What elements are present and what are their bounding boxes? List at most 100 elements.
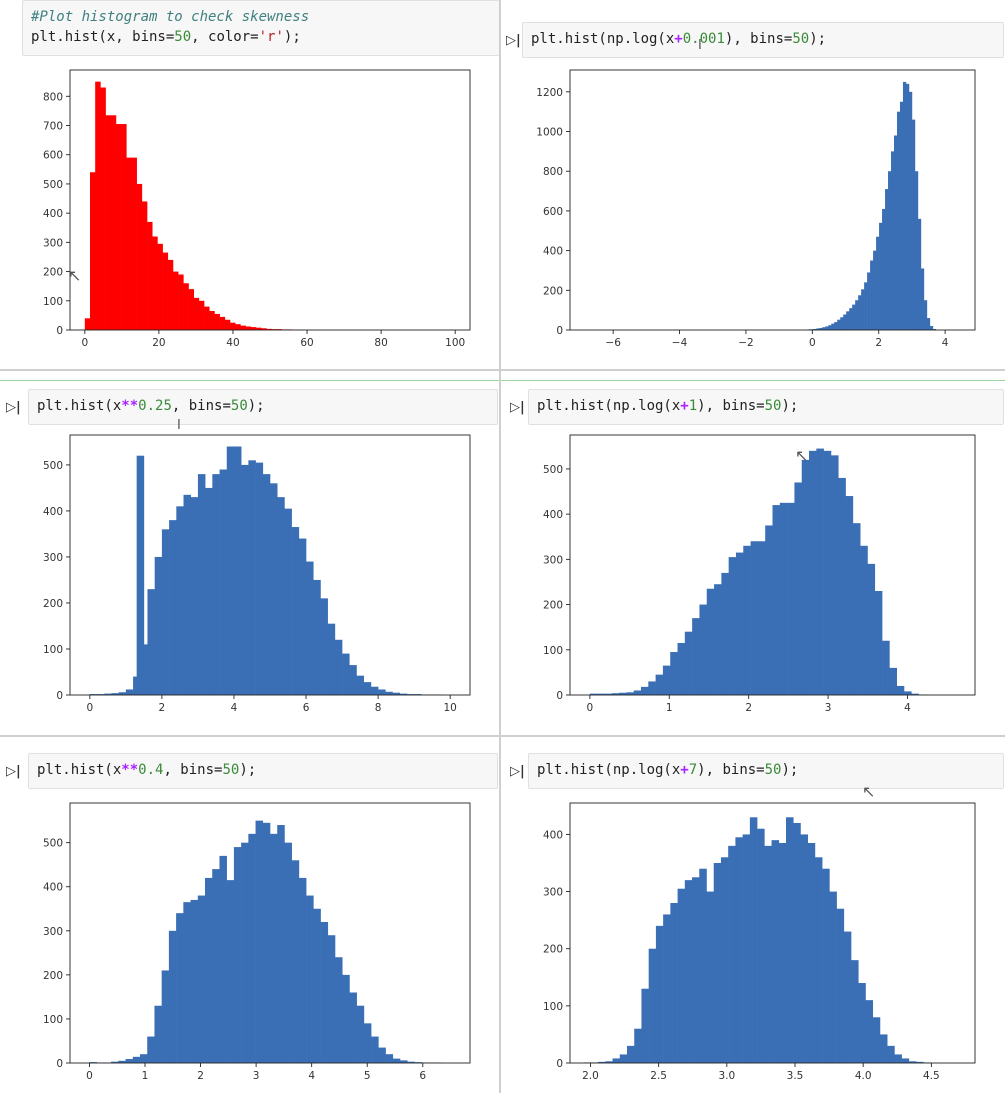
code-token: plt.hist(np.log(x — [531, 31, 675, 47]
code-cell-input-5[interactable]: plt.hist(x**0.4, bins=50); — [28, 753, 498, 789]
run-cell-icon[interactable]: ▷| — [6, 400, 21, 415]
histogram-bar — [840, 317, 844, 330]
histogram-bar — [920, 268, 925, 330]
histogram-bar — [728, 557, 737, 695]
histogram-bar — [901, 1058, 910, 1063]
histogram-bar — [655, 674, 664, 695]
histogram-bar — [634, 1028, 642, 1063]
histogram-bar — [147, 589, 155, 695]
code-token: 50 — [764, 398, 782, 414]
code-token: 0.001 — [682, 31, 725, 47]
histogram-bar — [385, 1054, 394, 1063]
histogram-bar — [828, 325, 832, 330]
histogram-bar — [214, 313, 220, 330]
code-line: plt.hist(np.log(x+1), bins=50); — [537, 398, 798, 414]
histogram-bar — [851, 960, 859, 1063]
y-tick-label: 0 — [56, 325, 63, 337]
histogram-bar — [126, 157, 132, 330]
code-cell-input-6[interactable]: plt.hist(np.log(x+7), bins=50); — [528, 753, 1004, 789]
code-cell-input-2[interactable]: plt.hist(np.log(x+0.001), bins=50); — [522, 22, 1004, 58]
y-tick-label: 0 — [56, 1058, 63, 1070]
histogram-bar — [735, 552, 744, 695]
x-tick-label: −2 — [738, 337, 753, 349]
histogram-bar — [266, 328, 272, 330]
histogram-bar — [845, 496, 854, 695]
code-token: 50 — [764, 762, 782, 778]
y-tick-label: 0 — [556, 1058, 563, 1070]
histogram-bar — [778, 843, 787, 1063]
histogram-bar — [154, 556, 163, 695]
histogram-bar — [896, 111, 901, 331]
code-cell-input-1[interactable]: #Plot histogram to check skewness plt.hi… — [22, 0, 500, 56]
histogram-bar — [870, 260, 874, 330]
histogram-bar — [147, 1036, 155, 1063]
x-tick-label: 3 — [253, 1070, 260, 1082]
histogram-bar — [713, 863, 722, 1063]
histogram-bar — [750, 541, 759, 695]
histogram-bar — [89, 694, 98, 695]
histogram-bar — [399, 693, 408, 695]
code-cell-input-3[interactable]: plt.hist(x**0.25, bins=50); — [28, 389, 498, 425]
code-token: 7 — [688, 762, 698, 778]
y-tick-label: 200 — [43, 267, 63, 279]
histogram-bar — [226, 446, 235, 695]
run-cell-icon[interactable]: ▷| — [6, 764, 21, 779]
histogram-bar — [188, 289, 195, 330]
histogram-bar — [342, 974, 350, 1063]
histogram-bar — [902, 81, 907, 330]
y-tick-label: 500 — [43, 460, 63, 472]
x-tick-label: 6 — [419, 1070, 426, 1082]
run-cell-icon[interactable]: ▷| — [510, 764, 525, 779]
y-tick-label: 100 — [43, 1014, 63, 1026]
histogram-bar — [648, 948, 657, 1063]
x-tick-label: 3.5 — [787, 1070, 804, 1082]
histogram-bar — [809, 450, 817, 695]
histogram-bar — [872, 1017, 881, 1063]
histogram-bar — [230, 322, 236, 330]
histogram-bar — [392, 692, 401, 695]
histogram-bar — [224, 319, 231, 330]
y-tick-label: 500 — [543, 464, 563, 476]
cell-panel-5: ▷| plt.hist(x**0.4, bins=50); 0 1 2 3 4 5 6 0 10… — [0, 740, 500, 1093]
histogram-bar — [115, 124, 122, 330]
histogram-bar — [241, 464, 249, 695]
code-cell-input-4[interactable]: plt.hist(np.log(x+1), bins=50); — [528, 389, 1004, 425]
histogram-bar — [626, 692, 634, 695]
x-tick-label: 100 — [445, 337, 465, 349]
histogram-bar — [97, 694, 105, 695]
text-cursor-icon: I — [698, 38, 702, 53]
histogram-bar — [172, 271, 179, 330]
code-token: plt.hist(x — [37, 398, 122, 414]
x-tick-label: 2 — [875, 337, 882, 349]
plot-frame — [69, 434, 471, 696]
histogram-bar — [356, 1005, 365, 1063]
code-token: ), bins= — [697, 398, 765, 414]
y-tick-label: 100 — [43, 296, 63, 308]
x-tick-label: −4 — [672, 337, 688, 349]
histogram-chart-1: 0 20 40 60 80 100 0 100 200 300 400 500 600 700 800 — [43, 69, 471, 349]
histogram-bar — [589, 693, 598, 695]
histogram-bar — [879, 1034, 888, 1063]
histogram-bar — [720, 857, 729, 1063]
histogram-bar — [169, 520, 177, 695]
histogram-bar — [154, 1005, 162, 1063]
histogram-bar — [699, 868, 707, 1063]
histogram-bar — [864, 282, 868, 330]
histogram-bar — [882, 640, 890, 695]
histogram-bar — [706, 588, 715, 695]
histogram-bar — [241, 842, 249, 1063]
code-token: 0.4 — [138, 762, 164, 778]
histogram-bar — [894, 135, 898, 330]
histogram-bar — [414, 694, 422, 695]
code-token: ** — [121, 398, 139, 414]
histogram-bar — [813, 329, 817, 330]
run-cell-icon[interactable]: ▷| — [506, 33, 521, 48]
histogram-bar — [197, 474, 206, 695]
code-token: 50 — [222, 762, 240, 778]
histogram-bar — [306, 561, 314, 695]
histogram-bar — [335, 957, 343, 1063]
run-cell-icon[interactable]: ▷| — [510, 400, 525, 415]
histogram-bar — [749, 817, 758, 1063]
histogram-bar — [152, 236, 158, 330]
plot-frame — [569, 434, 976, 696]
